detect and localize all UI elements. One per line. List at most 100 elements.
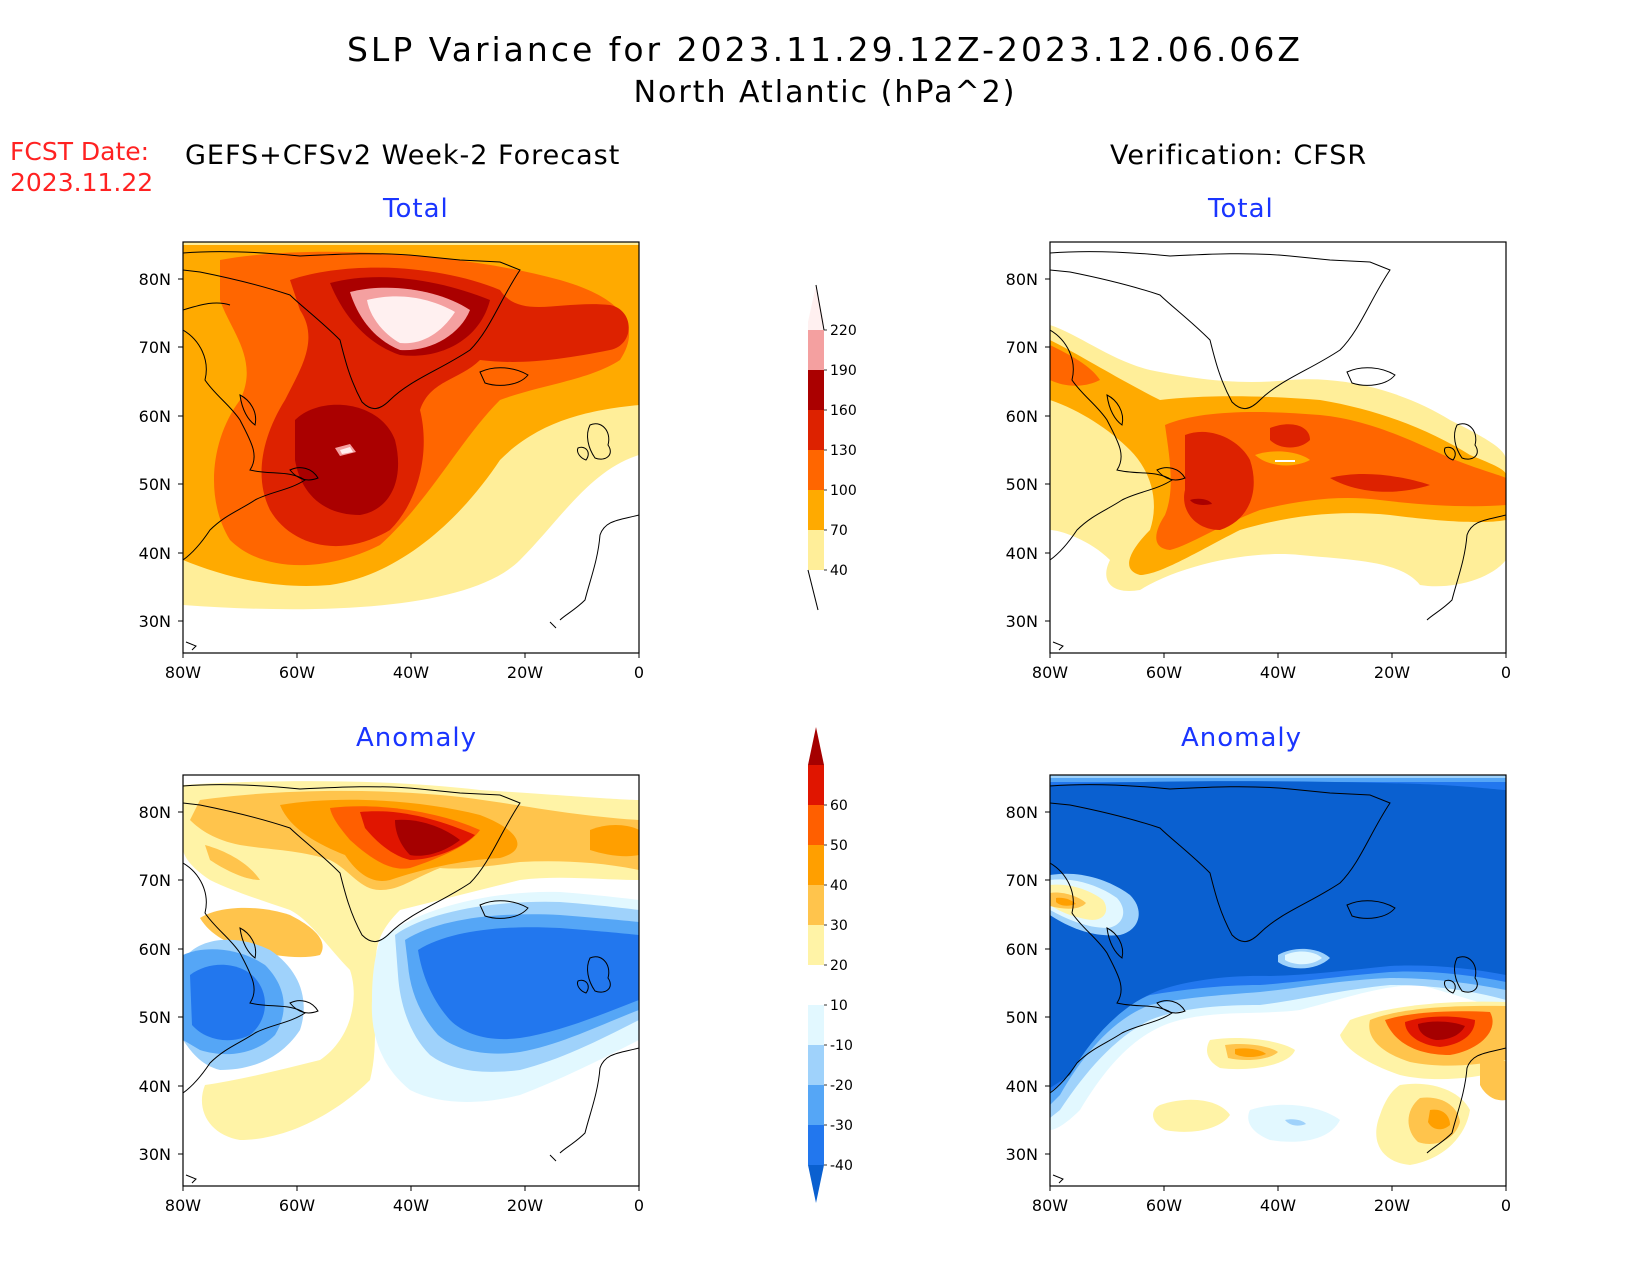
total-colorbar-label: 70 [830,523,848,539]
anomaly-colorbar-label: 50 [830,838,848,854]
anomaly-colorbar: -40 -30 -20 -10 10 20 30 40 50 60 [808,727,853,1203]
verification-total-title: Total [1208,194,1274,224]
verification-total-coastlines [1050,251,1506,651]
verification-anomaly-coastlines [1050,784,1506,1184]
verification-total-field [1050,242,1506,653]
x-tick-label: 40W [393,663,429,682]
y-tick-label: 80N [139,803,171,822]
fcst-date-label: FCST Date: [10,137,150,166]
anomaly-colorbar-label: 10 [830,998,848,1014]
anomaly-colorbar-swatch [808,1005,824,1045]
y-tick-label: 70N [1006,338,1038,357]
verification-total-axis-ticks [1045,278,1507,658]
y-tick-label: 60N [1006,940,1038,959]
main-title: SLP Variance for 2023.11.29.12Z-2023.12.… [346,30,1304,69]
x-tick-label: 40W [1260,1196,1296,1215]
total-colorbar-label: 130 [830,443,857,459]
anomaly-colorbar-swatch [808,845,824,885]
anomaly-colorbar-swatch [808,965,824,1005]
x-tick-label: 80W [165,1196,201,1215]
verification-column-title: Verification: CFSR [1110,140,1368,171]
y-tick-label: 80N [1006,270,1038,289]
anomaly-colorbar-swatch [808,1165,824,1203]
anomaly-colorbar-label: 30 [830,918,848,934]
forecast-total-x-labels: 80W 60W 40W 20W 0 [165,663,644,682]
forecast-total-field [183,242,639,653]
anomaly-colorbar-label: -20 [830,1078,853,1094]
y-tick-label: 50N [1006,475,1038,494]
main-subtitle: North Atlantic (hPa^2) [633,75,1017,110]
total-colorbar-swatch [808,410,824,450]
x-tick-label: 20W [1374,1196,1410,1215]
total-colorbar: 40 70 100 130 160 190 220 [807,284,857,611]
total-colorbar-swatches [807,284,825,611]
y-tick-label: 30N [139,1145,171,1164]
total-colorbar-swatch [808,330,824,370]
forecast-total-title: Total [383,194,449,224]
x-tick-label: 40W [393,1196,429,1215]
forecast-anomaly-field [183,775,639,1186]
forecast-anomaly-coastlines [183,784,639,1184]
forecast-total-coastlines [183,251,639,651]
anomaly-colorbar-label: 60 [830,798,848,814]
x-tick-label: 0 [634,1196,644,1215]
anomaly-colorbar-swatches [808,727,824,1203]
verification-total-y-labels: 80N 70N 60N 50N 40N 30N [1006,270,1038,631]
fcst-date-block: FCST Date: 2023.11.22 [10,136,153,198]
total-colorbar-swatch [808,370,824,410]
x-tick-label: 20W [1374,663,1410,682]
anomaly-colorbar-swatch [808,805,824,845]
total-colorbar-arrow [807,569,819,611]
x-tick-label: 20W [507,663,543,682]
forecast-total-axis-ticks [178,278,640,658]
y-tick-label: 80N [139,270,171,289]
verification-anomaly-x-labels: 80W 60W 40W 20W 0 [1032,1196,1511,1215]
x-tick-label: 80W [1032,1196,1068,1215]
y-tick-label: 30N [139,612,171,631]
forecast-total-map: 80N 70N 60N 50N 40N 30N 80W 60W 40W 20W … [139,241,644,682]
forecast-total-y-labels: 80N 70N 60N 50N 40N 30N [139,270,171,631]
total-colorbar-label: 100 [830,483,857,499]
y-tick-label: 30N [1006,612,1038,631]
anomaly-colorbar-label: 40 [830,878,848,894]
x-tick-label: 80W [165,663,201,682]
total-colorbar-swatch [808,490,824,530]
total-colorbar-swatch [808,450,824,490]
verification-anomaly-title: Anomaly [1181,723,1303,753]
y-tick-label: 50N [139,475,171,494]
anomaly-colorbar-label: -30 [830,1118,853,1134]
y-tick-label: 40N [139,544,171,563]
forecast-anomaly-y-labels: 80N 70N 60N 50N 40N 30N [139,803,171,1164]
anomaly-colorbar-swatch [808,1045,824,1085]
x-tick-label: 0 [1501,663,1511,682]
total-colorbar-label: 190 [830,363,857,379]
verification-anomaly-y-labels: 80N 70N 60N 50N 40N 30N [1006,803,1038,1164]
forecast-column-title: GEFS+CFSv2 Week-2 Forecast [185,140,621,171]
y-tick-label: 50N [139,1008,171,1027]
total-colorbar-label: 40 [830,563,848,579]
y-tick-label: 40N [139,1077,171,1096]
verification-anomaly-map: 80N 70N 60N 50N 40N 30N 80W 60W 40W 20W … [1006,774,1511,1215]
total-colorbar-swatch [808,530,824,570]
forecast-anomaly-title: Anomaly [356,723,478,753]
anomaly-colorbar-label: -40 [830,1158,853,1174]
y-tick-label: 60N [139,407,171,426]
total-colorbar-arrow [815,284,825,331]
anomaly-colorbar-swatch [808,727,824,765]
y-tick-label: 80N [1006,803,1038,822]
y-tick-label: 40N [1006,544,1038,563]
anomaly-colorbar-swatch [808,925,824,965]
x-tick-label: 60W [1146,663,1182,682]
x-tick-label: 60W [279,1196,315,1215]
y-tick-label: 70N [139,338,171,357]
anomaly-colorbar-label: 20 [830,958,848,974]
anomaly-colorbar-labels: -40 -30 -20 -10 10 20 30 40 50 60 [824,798,853,1174]
x-tick-label: 80W [1032,663,1068,682]
y-tick-label: 60N [1006,407,1038,426]
anomaly-colorbar-swatch [808,885,824,925]
verification-anomaly-field [1050,775,1506,1186]
fcst-date-value: 2023.11.22 [10,168,154,197]
y-tick-label: 70N [1006,871,1038,890]
y-tick-label: 30N [1006,1145,1038,1164]
x-tick-label: 0 [634,663,644,682]
